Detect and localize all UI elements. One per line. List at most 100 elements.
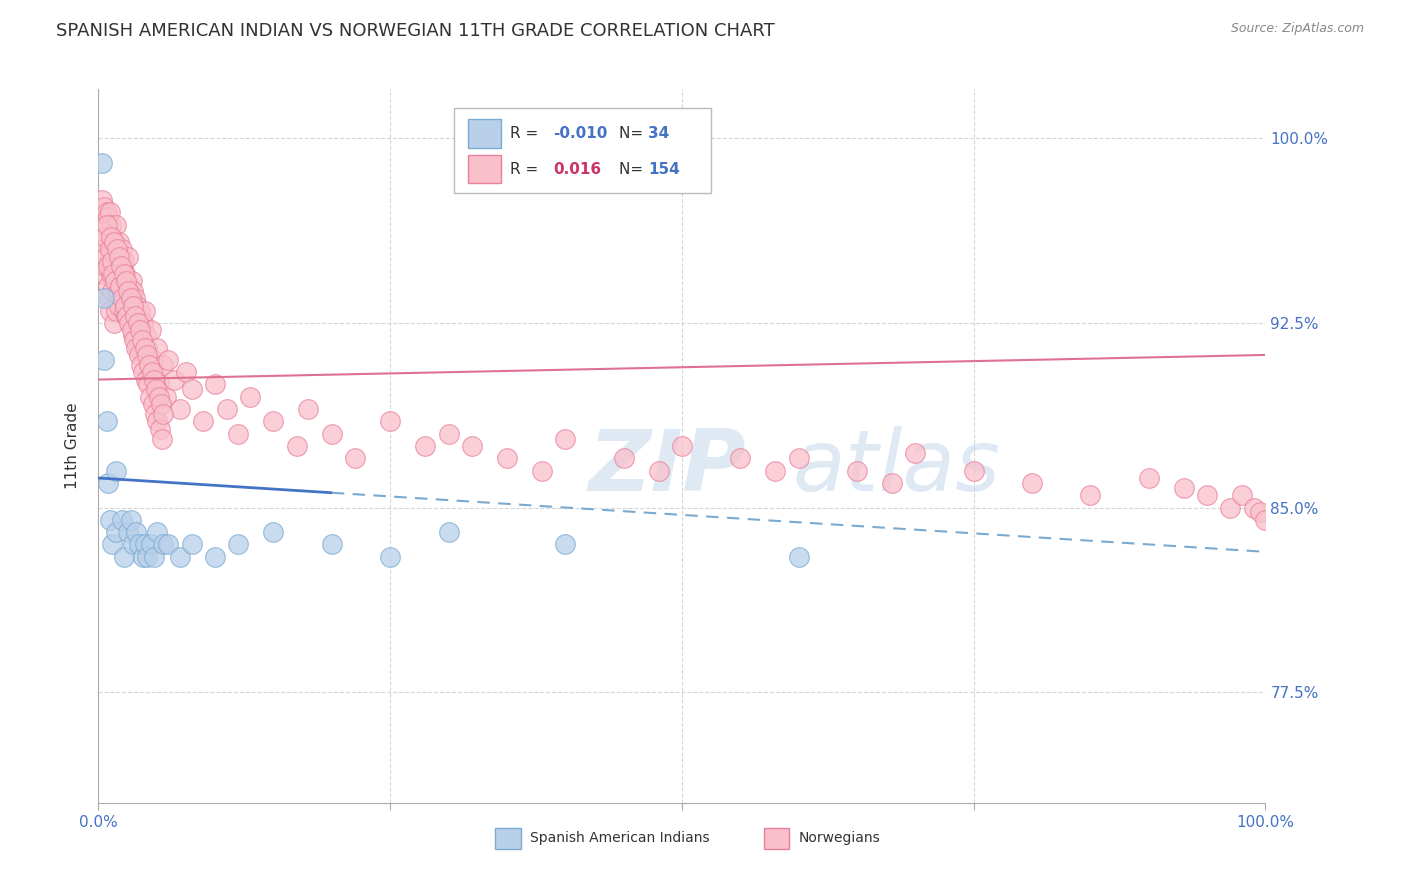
Point — [98, 513, 121, 527]
Point — [146, 414, 169, 428]
Point — [152, 358, 174, 372]
Point — [554, 432, 576, 446]
Text: 34: 34 — [648, 126, 669, 141]
Point — [344, 451, 367, 466]
Point — [97, 260, 120, 274]
Point — [101, 267, 124, 281]
Point — [94, 230, 117, 244]
Point — [105, 242, 128, 256]
Text: -0.010: -0.010 — [554, 126, 607, 141]
Point — [124, 309, 146, 323]
Point — [94, 260, 117, 274]
Point — [90, 156, 112, 170]
Text: R =: R = — [510, 126, 544, 141]
Point — [111, 291, 134, 305]
Point — [136, 341, 159, 355]
Point — [136, 549, 159, 564]
Point — [297, 402, 319, 417]
Point — [101, 537, 124, 551]
Point — [530, 464, 553, 478]
Point — [128, 323, 150, 337]
Point — [97, 242, 120, 256]
Point — [115, 309, 138, 323]
Point — [90, 193, 112, 207]
Point — [127, 316, 149, 330]
Point — [93, 352, 115, 367]
Point — [93, 291, 115, 305]
Point — [145, 383, 167, 397]
Point — [117, 525, 139, 540]
Point — [104, 525, 127, 540]
Point — [104, 254, 127, 268]
Point — [127, 341, 149, 355]
Point — [129, 358, 152, 372]
Point — [96, 250, 118, 264]
Point — [101, 284, 124, 298]
Point — [1080, 488, 1102, 502]
Point — [155, 390, 177, 404]
Point — [143, 407, 166, 421]
Point — [730, 451, 752, 466]
Point — [671, 439, 693, 453]
Point — [120, 316, 142, 330]
Point — [117, 284, 139, 298]
Point — [129, 303, 152, 318]
Point — [97, 279, 120, 293]
Text: Source: ZipAtlas.com: Source: ZipAtlas.com — [1230, 22, 1364, 36]
Point — [121, 299, 143, 313]
Point — [115, 309, 138, 323]
Point — [228, 426, 250, 441]
Point — [121, 274, 143, 288]
Point — [98, 205, 121, 219]
Point — [117, 284, 139, 298]
Point — [380, 414, 402, 428]
Point — [112, 303, 135, 318]
Point — [97, 291, 120, 305]
Point — [93, 267, 115, 281]
Point — [124, 291, 146, 305]
Point — [904, 446, 927, 460]
Point — [135, 348, 157, 362]
Point — [262, 414, 284, 428]
Point — [96, 218, 118, 232]
Point — [90, 218, 112, 232]
Point — [180, 537, 202, 551]
Point — [437, 525, 460, 540]
Point — [96, 414, 118, 428]
Point — [121, 323, 143, 337]
Y-axis label: 11th Grade: 11th Grade — [65, 402, 80, 490]
Point — [111, 260, 134, 274]
Point — [163, 373, 186, 387]
Point — [90, 235, 112, 249]
Point — [131, 333, 153, 347]
Point — [321, 426, 343, 441]
Point — [321, 537, 343, 551]
Point — [142, 373, 165, 387]
Bar — [468, 120, 501, 148]
Point — [104, 260, 127, 274]
Point — [105, 242, 128, 256]
Point — [122, 537, 145, 551]
Point — [111, 291, 134, 305]
Point — [135, 373, 157, 387]
Point — [100, 218, 122, 232]
Point — [93, 242, 115, 256]
Point — [93, 200, 115, 214]
Point — [787, 549, 810, 564]
Text: N=: N= — [619, 126, 648, 141]
Point — [100, 230, 122, 244]
Point — [114, 267, 136, 281]
Point — [132, 316, 155, 330]
Point — [152, 537, 174, 551]
Point — [103, 235, 125, 249]
Point — [135, 328, 157, 343]
Point — [115, 274, 138, 288]
Point — [169, 549, 191, 564]
Point — [215, 402, 238, 417]
Point — [112, 549, 135, 564]
Point — [118, 316, 141, 330]
Point — [128, 348, 150, 362]
Point — [204, 549, 226, 564]
Point — [110, 279, 132, 293]
Point — [132, 365, 155, 379]
